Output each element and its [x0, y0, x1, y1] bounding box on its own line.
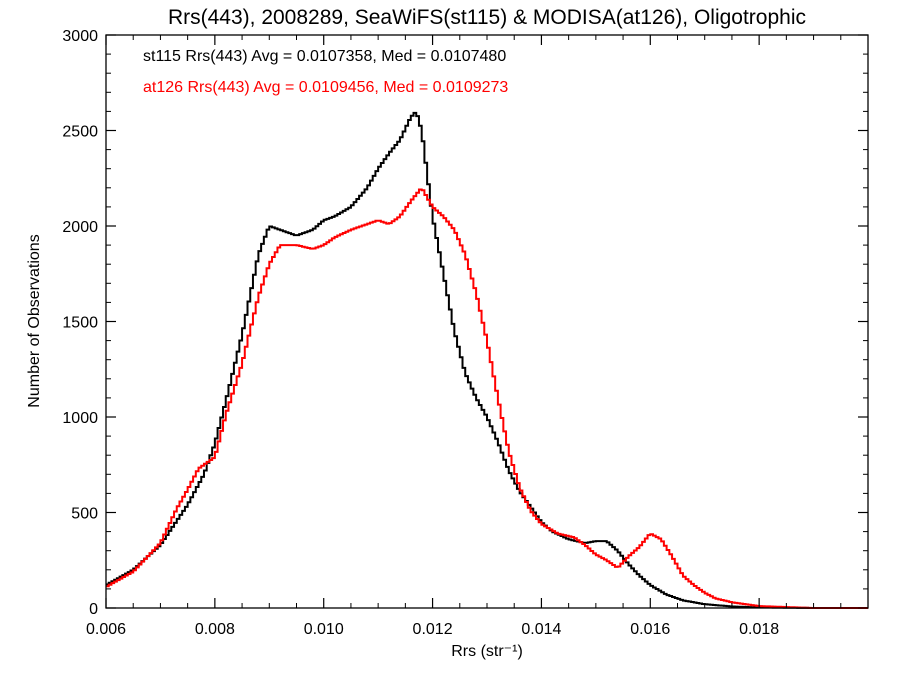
x-tick-label: 0.010	[304, 621, 344, 638]
legend-entry-st115: st115 Rrs(443) Avg = 0.0107358, Med = 0.…	[143, 48, 506, 65]
plot-area	[106, 111, 868, 609]
y-tick-label: 0	[89, 601, 98, 618]
y-tick-label: 1000	[62, 410, 98, 427]
legend-entry-at126: at126 Rrs(443) Avg = 0.0109456, Med = 0.…	[143, 79, 508, 96]
x-tick-label: 0.016	[630, 621, 670, 638]
y-tick-label: 2500	[62, 124, 98, 141]
plot-frame	[105, 34, 869, 609]
legend: st115 Rrs(443) Avg = 0.0107358, Med = 0.…	[143, 48, 508, 96]
x-axis: 0.006 0.008 0.010 0.012 0.014 0.016 0.018	[86, 35, 869, 638]
x-tick-label: 0.018	[739, 621, 779, 638]
y-tick-label: 2000	[62, 219, 98, 236]
x-tick-label: 0.006	[86, 621, 126, 638]
y-tick-label: 3000	[62, 28, 98, 45]
y-axis: 0 500 1000 1500 2000 2500 3000	[62, 28, 868, 618]
x-tick-label: 0.014	[521, 621, 561, 638]
x-tick-label: 0.008	[195, 621, 235, 638]
chart-title: Rrs(443), 2008289, SeaWiFS(st115) & MODI…	[168, 6, 806, 29]
y-tick-label: 1500	[62, 315, 98, 332]
series-line-st115	[106, 111, 868, 609]
y-tick-label: 500	[71, 506, 98, 523]
series-line-at126	[106, 188, 868, 609]
y-axis-label: Number of Observations	[26, 234, 43, 407]
x-tick-label: 0.012	[413, 621, 453, 638]
x-axis-label: Rrs (str⁻¹)	[451, 643, 523, 660]
